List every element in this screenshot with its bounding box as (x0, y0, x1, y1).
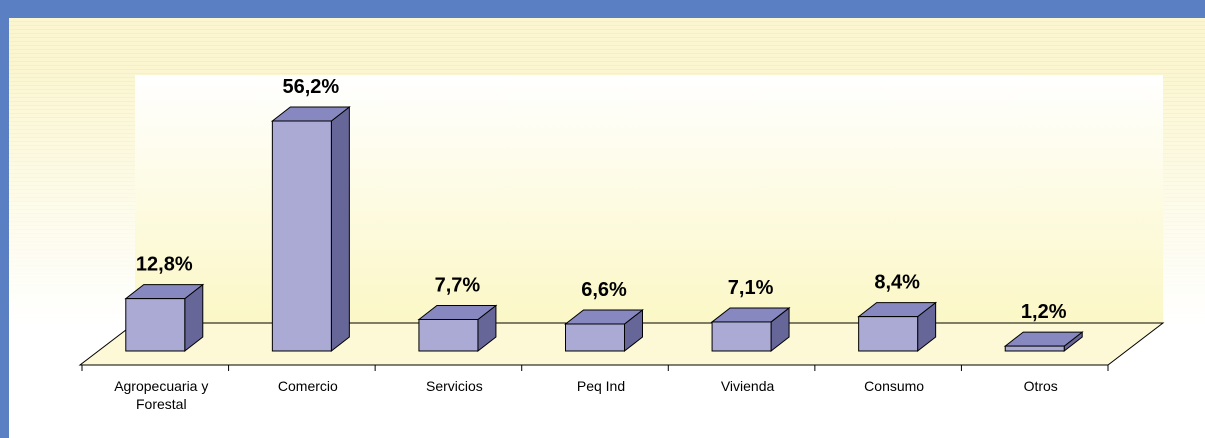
x-tick-label: Consumo (864, 378, 925, 394)
value-label: 6,6% (581, 279, 627, 301)
value-label: 1,2% (1021, 301, 1067, 323)
bar (858, 316, 919, 352)
bar (271, 120, 332, 352)
value-label: 8,4% (874, 272, 920, 294)
x-tick-label: Otros (1023, 378, 1058, 394)
value-label: 12,8% (136, 254, 193, 276)
x-tick-label: Servicios (426, 378, 483, 394)
value-label: 7,7% (435, 274, 481, 296)
bar (125, 298, 186, 352)
value-label: 56,2% (282, 76, 339, 98)
x-tick-label: Peq Ind (576, 378, 626, 394)
x-tick-label: Agropecuaria y Forestal (114, 378, 209, 412)
bar (418, 318, 479, 352)
value-label: 7,1% (728, 277, 774, 299)
x-tick-label: Comercio (277, 378, 338, 394)
bar (1004, 345, 1065, 352)
x-tick-label: Vivienda (720, 378, 775, 394)
bar (565, 323, 625, 352)
bar-side (330, 105, 350, 353)
bar (711, 321, 772, 352)
